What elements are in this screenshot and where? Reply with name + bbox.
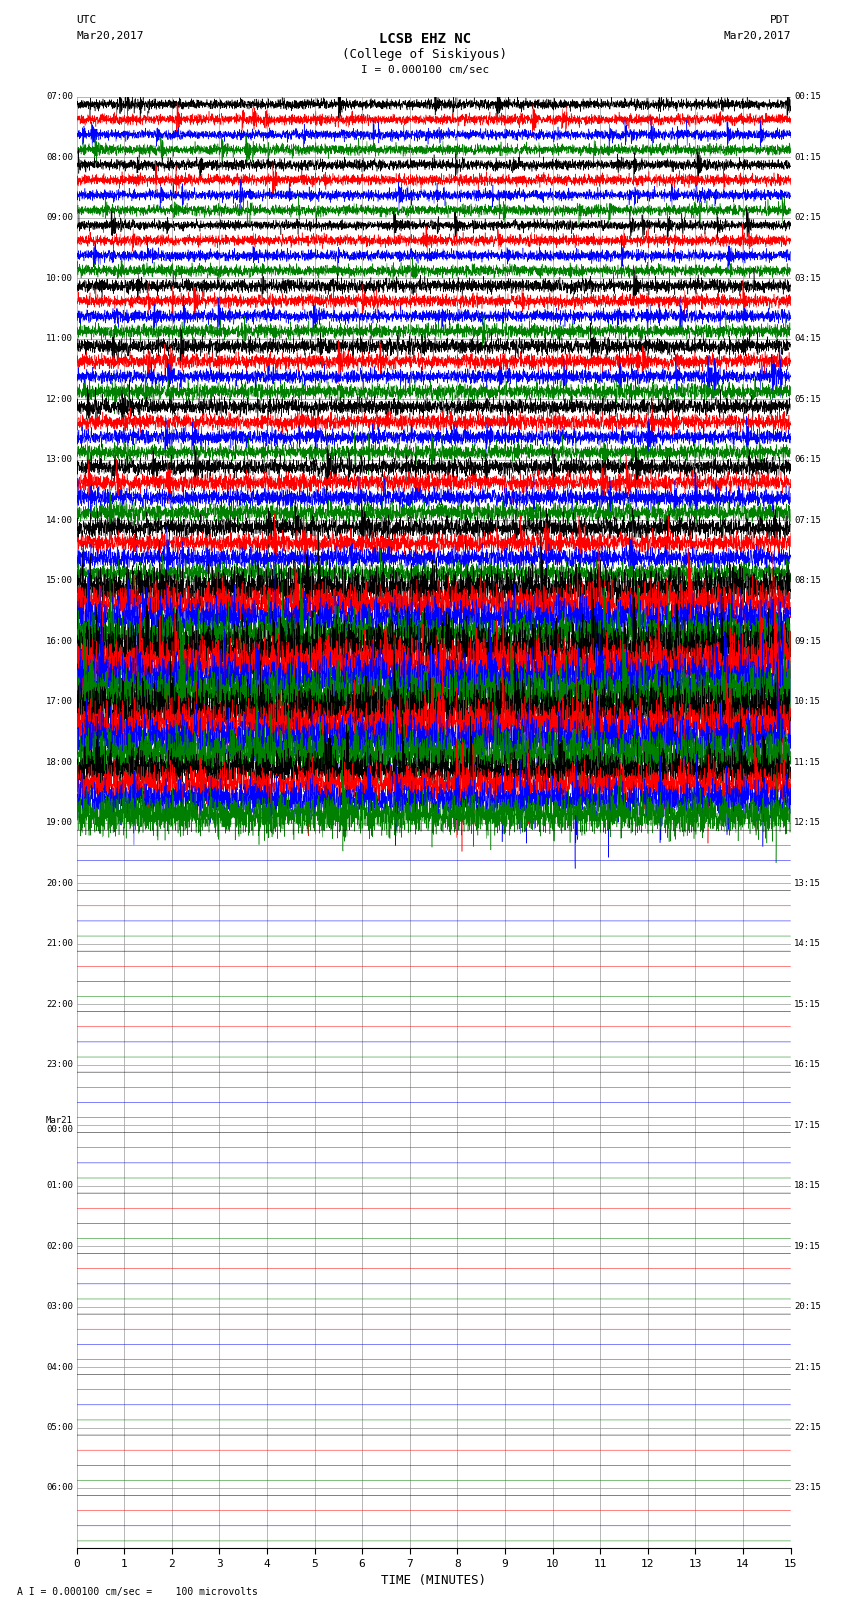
Text: 13:00: 13:00 (46, 455, 73, 465)
Text: 18:15: 18:15 (794, 1181, 821, 1190)
Text: 09:15: 09:15 (794, 637, 821, 645)
Text: 21:00: 21:00 (46, 939, 73, 948)
Text: 15:15: 15:15 (794, 1000, 821, 1008)
Text: Mar21: Mar21 (46, 1116, 73, 1126)
Text: 05:15: 05:15 (794, 395, 821, 403)
Text: 20:15: 20:15 (794, 1302, 821, 1311)
Text: 01:15: 01:15 (794, 153, 821, 161)
Text: 22:15: 22:15 (794, 1423, 821, 1432)
Text: 02:15: 02:15 (794, 213, 821, 223)
Text: 23:15: 23:15 (794, 1484, 821, 1492)
Text: 02:00: 02:00 (46, 1242, 73, 1250)
Text: 14:00: 14:00 (46, 516, 73, 524)
Text: 16:00: 16:00 (46, 637, 73, 645)
Text: 00:15: 00:15 (794, 92, 821, 102)
Text: 21:15: 21:15 (794, 1363, 821, 1371)
Text: 09:00: 09:00 (46, 213, 73, 223)
Text: 19:15: 19:15 (794, 1242, 821, 1250)
Text: 06:00: 06:00 (46, 1484, 73, 1492)
Text: 06:15: 06:15 (794, 455, 821, 465)
Text: 04:15: 04:15 (794, 334, 821, 344)
Text: 03:00: 03:00 (46, 1302, 73, 1311)
Text: LCSB EHZ NC: LCSB EHZ NC (379, 32, 471, 47)
Text: 19:00: 19:00 (46, 818, 73, 827)
Text: PDT: PDT (770, 15, 790, 24)
Text: 18:00: 18:00 (46, 758, 73, 766)
Text: 12:00: 12:00 (46, 395, 73, 403)
Text: 10:15: 10:15 (794, 697, 821, 706)
Text: 14:15: 14:15 (794, 939, 821, 948)
Text: 11:00: 11:00 (46, 334, 73, 344)
Text: 17:15: 17:15 (794, 1121, 821, 1129)
Text: 03:15: 03:15 (794, 274, 821, 282)
Text: 13:15: 13:15 (794, 879, 821, 887)
Text: 08:00: 08:00 (46, 153, 73, 161)
Text: (College of Siskiyous): (College of Siskiyous) (343, 48, 507, 61)
Text: Mar20,2017: Mar20,2017 (723, 31, 791, 40)
Text: 23:00: 23:00 (46, 1060, 73, 1069)
Text: 16:15: 16:15 (794, 1060, 821, 1069)
Text: 12:15: 12:15 (794, 818, 821, 827)
Text: 04:00: 04:00 (46, 1363, 73, 1371)
Text: A I = 0.000100 cm/sec =    100 microvolts: A I = 0.000100 cm/sec = 100 microvolts (17, 1587, 258, 1597)
Text: Mar20,2017: Mar20,2017 (76, 31, 144, 40)
Text: 01:00: 01:00 (46, 1181, 73, 1190)
Text: 07:00: 07:00 (46, 92, 73, 102)
Text: 05:00: 05:00 (46, 1423, 73, 1432)
Text: 10:00: 10:00 (46, 274, 73, 282)
Text: 00:00: 00:00 (46, 1126, 73, 1134)
Text: 15:00: 15:00 (46, 576, 73, 586)
Text: 11:15: 11:15 (794, 758, 821, 766)
Text: 20:00: 20:00 (46, 879, 73, 887)
X-axis label: TIME (MINUTES): TIME (MINUTES) (381, 1574, 486, 1587)
Text: 08:15: 08:15 (794, 576, 821, 586)
Text: 22:00: 22:00 (46, 1000, 73, 1008)
Text: 07:15: 07:15 (794, 516, 821, 524)
Text: I = 0.000100 cm/sec: I = 0.000100 cm/sec (361, 65, 489, 74)
Text: UTC: UTC (76, 15, 97, 24)
Text: 17:00: 17:00 (46, 697, 73, 706)
